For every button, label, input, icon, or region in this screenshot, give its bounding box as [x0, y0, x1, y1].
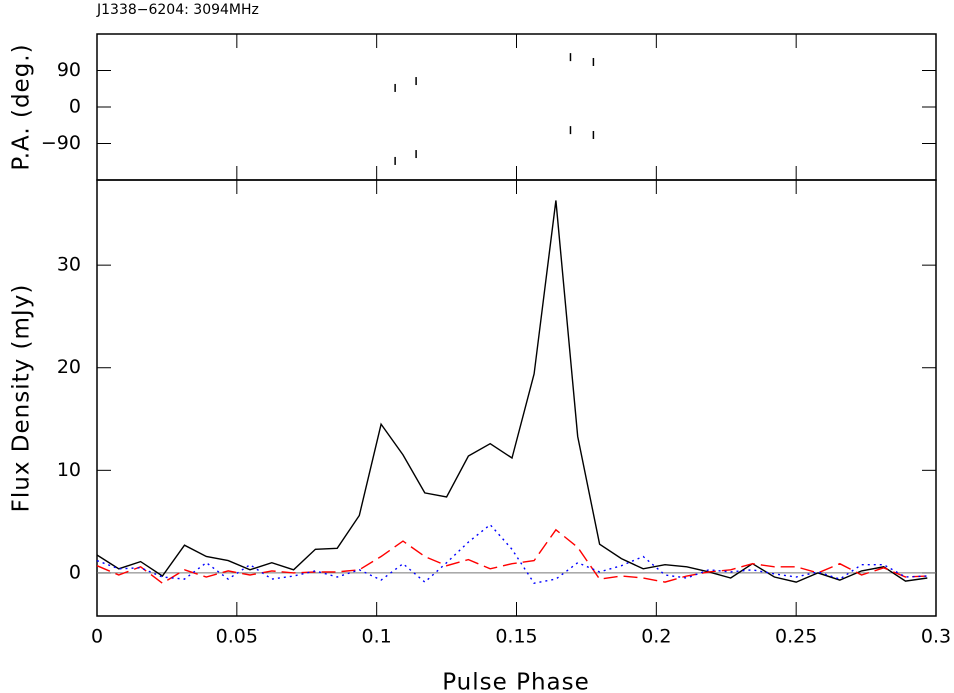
y-tick-label: 0 — [69, 96, 81, 118]
plot-frame — [96, 179, 937, 617]
profile-line — [96, 523, 928, 584]
x-tick-label: 0.05 — [216, 626, 258, 648]
plot-frame — [96, 33, 937, 181]
y-tick-label: 30 — [57, 254, 81, 276]
chart-title: J1338−6204: 3094MHz — [96, 2, 259, 18]
y-tick-label: 90 — [57, 59, 81, 81]
profile-line — [96, 200, 928, 583]
x-axis-label: Pulse Phase — [442, 670, 590, 693]
y-tick-label: 20 — [57, 356, 81, 378]
x-tick-label: 0.3 — [921, 626, 951, 648]
x-tick-label: 0.15 — [495, 626, 537, 648]
y-tick-label: 0 — [69, 561, 81, 583]
x-tick-label: 0 — [91, 626, 103, 648]
x-tick-label: 0.25 — [775, 626, 817, 648]
x-tick-label: 0.2 — [641, 626, 671, 648]
x-tick-label: 0.1 — [362, 626, 392, 648]
y-axis-label: P.A. (deg.) — [9, 43, 35, 170]
y-tick-label: −90 — [41, 132, 81, 154]
y-axis-label: Flux Density (mJy) — [9, 284, 35, 513]
y-tick-label: 10 — [57, 459, 81, 481]
profile-line — [96, 528, 928, 585]
